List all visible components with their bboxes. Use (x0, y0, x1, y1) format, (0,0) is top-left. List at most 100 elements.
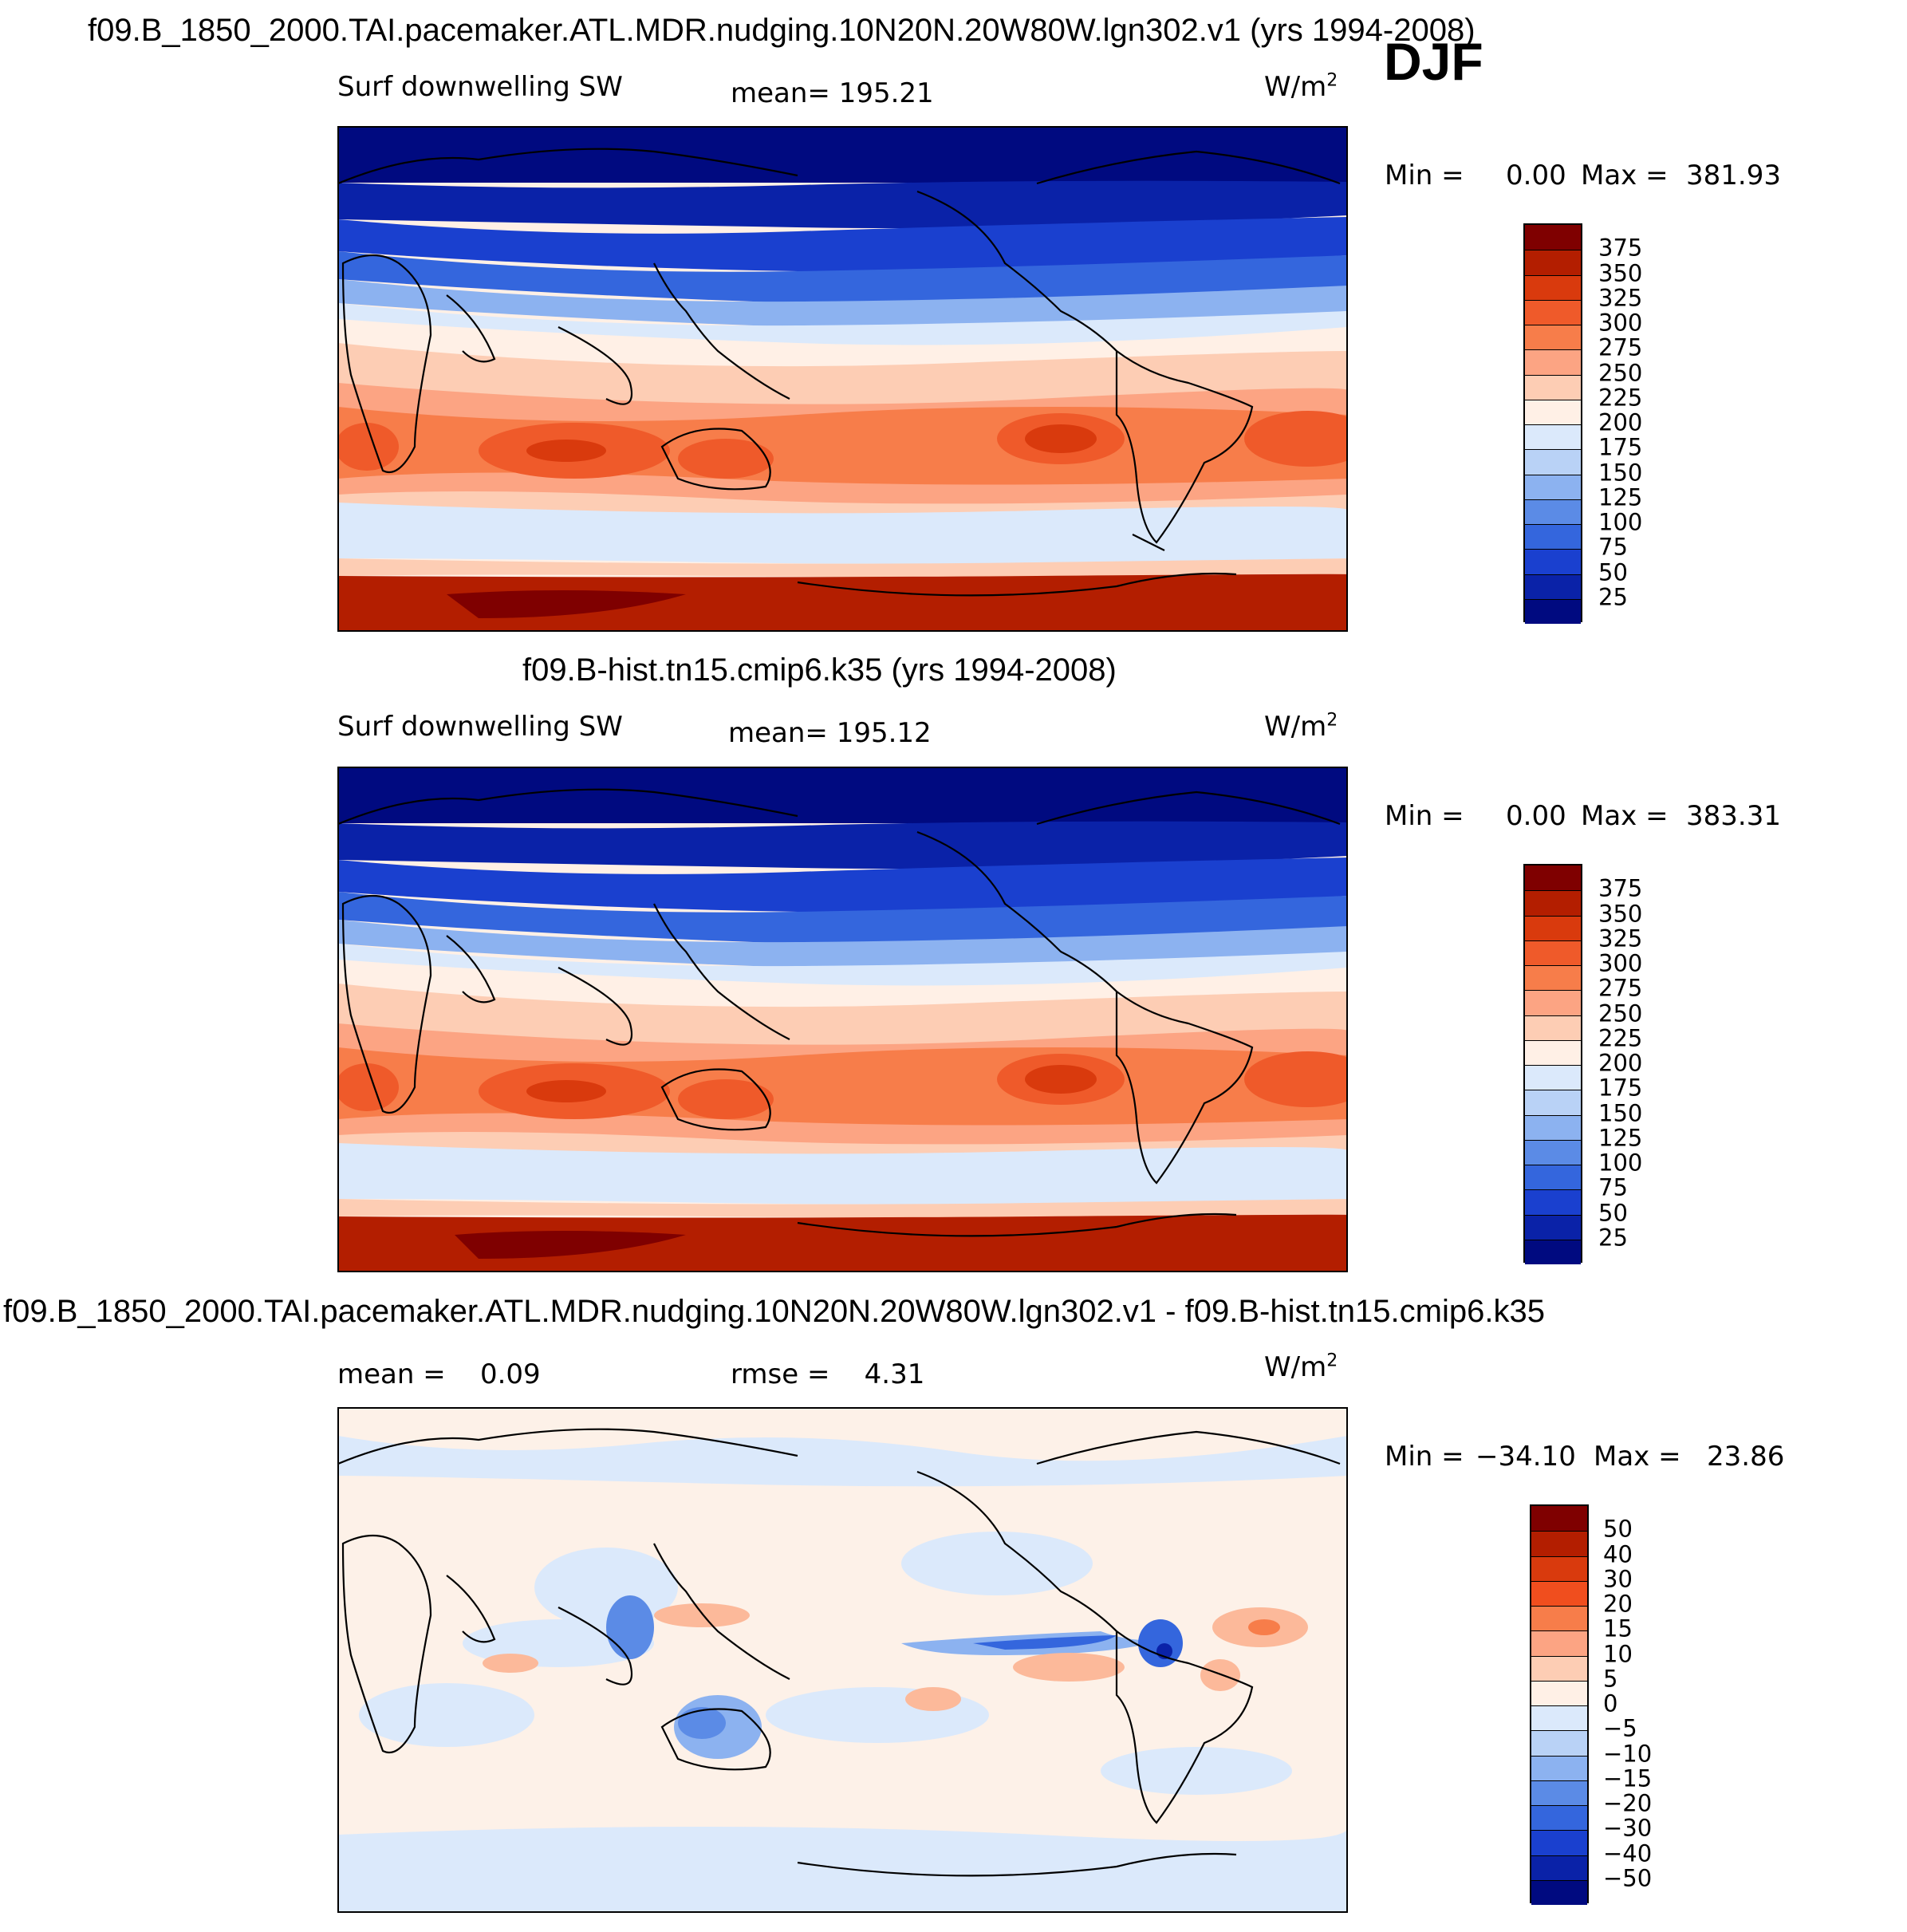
panel2-variable-label: Surf downwelling SW (337, 711, 623, 743)
panel2-max-label: Max = (1581, 800, 1669, 832)
colorbar-tick-label: 30 (1603, 1565, 1633, 1593)
panel1-variable-label: Surf downwelling SW (337, 71, 623, 103)
colorbar-segment (1531, 1705, 1587, 1731)
colorbar-tick-label: −40 (1603, 1839, 1653, 1867)
colorbar-segment (1525, 574, 1581, 599)
colorbar-segment (1531, 1606, 1587, 1631)
colorbar-segment (1525, 424, 1581, 450)
colorbar-tick-label: 5 (1603, 1665, 1618, 1693)
panel3-min-value: −34.10 (1476, 1441, 1576, 1473)
panel2-colorbar (1523, 864, 1582, 1264)
panel2-title: f09.B-hist.tn15.cmip6.k35 (yrs 1994-2008… (522, 653, 1117, 688)
colorbar-tick-label: 100 (1598, 508, 1643, 536)
panel2-min-label: Min = (1385, 800, 1464, 832)
colorbar-segment (1531, 1805, 1587, 1831)
panel1-units: W/m2 (1264, 72, 1338, 101)
colorbar-segment (1531, 1780, 1587, 1805)
colorbar-tick-label: 75 (1598, 533, 1628, 561)
colorbar-tick-label: 375 (1598, 874, 1643, 902)
colorbar-tick-label: −10 (1603, 1740, 1653, 1767)
colorbar-segment (1531, 1730, 1587, 1756)
colorbar-segment (1525, 250, 1581, 275)
colorbar-tick-label: 10 (1603, 1640, 1633, 1667)
colorbar-segment (1525, 399, 1581, 424)
colorbar-tick-label: 50 (1598, 558, 1628, 586)
colorbar-tick-label: 100 (1598, 1149, 1643, 1177)
colorbar-segment (1525, 349, 1581, 375)
colorbar-segment (1525, 1139, 1581, 1165)
colorbar-segment (1531, 1830, 1587, 1855)
colorbar-segment (1531, 1531, 1587, 1556)
colorbar-segment (1525, 499, 1581, 524)
panel3-mean-label: mean = 0.09 (337, 1358, 541, 1390)
colorbar-segment (1525, 449, 1581, 475)
colorbar-tick-label: 300 (1598, 949, 1643, 977)
panel1-max-value: 381.93 (1686, 160, 1781, 191)
panel2-units-exp: 2 (1326, 710, 1338, 731)
colorbar-segment (1525, 1015, 1581, 1040)
colorbar-segment (1525, 374, 1581, 400)
colorbar-tick-label: 250 (1598, 1000, 1643, 1027)
colorbar-segment (1525, 865, 1581, 891)
colorbar-segment (1525, 965, 1581, 991)
colorbar-segment (1525, 890, 1581, 916)
colorbar-tick-label: 150 (1598, 1099, 1643, 1126)
colorbar-tick-label: −5 (1603, 1714, 1637, 1742)
panel3-min-label: Min = (1385, 1441, 1464, 1473)
colorbar-segment (1531, 1506, 1587, 1532)
colorbar-tick-label: 25 (1598, 1224, 1628, 1252)
panel1-title: f09.B_1850_2000.TAI.pacemaker.ATL.MDR.nu… (88, 13, 1476, 48)
colorbar-tick-label: 40 (1603, 1540, 1633, 1567)
season-label: DJF (1384, 32, 1483, 91)
colorbar-tick-label: 325 (1598, 284, 1643, 312)
colorbar-tick-label: −20 (1603, 1789, 1653, 1817)
panel2-units-base: W/m (1264, 711, 1327, 743)
colorbar-segment (1531, 1755, 1587, 1780)
panel3-rmse-label: rmse = 4.31 (731, 1358, 925, 1390)
colorbar-segment (1525, 1189, 1581, 1215)
colorbar-segment (1525, 1214, 1581, 1240)
colorbar-tick-label: −15 (1603, 1764, 1653, 1792)
colorbar-tick-label: 350 (1598, 900, 1643, 927)
panel2-mean-label: mean= 195.12 (728, 717, 932, 749)
panel3-units-exp: 2 (1326, 1350, 1338, 1371)
colorbar-tick-label: 175 (1598, 433, 1643, 461)
colorbar-segment (1525, 1165, 1581, 1190)
colorbar-segment (1531, 1630, 1587, 1656)
panel3-units: W/m2 (1264, 1350, 1338, 1383)
colorbar-segment (1531, 1855, 1587, 1880)
panel3-max-label: Max = (1594, 1441, 1681, 1473)
colorbar-segment (1525, 1090, 1581, 1115)
colorbar-segment (1531, 1879, 1587, 1905)
panel1-max-label: Max = (1581, 160, 1669, 191)
colorbar-tick-label: 20 (1603, 1590, 1633, 1618)
colorbar-tick-label: 325 (1598, 925, 1643, 952)
colorbar-tick-label: 225 (1598, 384, 1643, 412)
colorbar-segment (1525, 1239, 1581, 1264)
colorbar-segment (1525, 524, 1581, 550)
panel1-colorbar (1523, 223, 1582, 624)
panel3-colorbar (1530, 1504, 1589, 1905)
colorbar-segment (1525, 299, 1581, 325)
colorbar-tick-label: 225 (1598, 1024, 1643, 1052)
panel3-units-base: W/m (1264, 1351, 1327, 1383)
colorbar-tick-label: 300 (1598, 309, 1643, 337)
colorbar-tick-label: −30 (1603, 1814, 1653, 1842)
panel2-units: W/m2 (1264, 710, 1338, 743)
colorbar-segment (1531, 1680, 1587, 1705)
colorbar-segment (1525, 549, 1581, 574)
colorbar-tick-label: 350 (1598, 259, 1643, 286)
colorbar-segment (1525, 1065, 1581, 1090)
colorbar-segment (1525, 325, 1581, 350)
colorbar-segment (1525, 940, 1581, 965)
colorbar-tick-label: 275 (1598, 974, 1643, 1002)
colorbar-tick-label: 150 (1598, 459, 1643, 486)
colorbar-tick-label: 75 (1598, 1173, 1628, 1201)
panel2-max-value: 383.31 (1686, 800, 1781, 832)
colorbar-tick-label: 25 (1598, 583, 1628, 611)
colorbar-tick-label: 0 (1603, 1690, 1618, 1717)
colorbar-segment (1525, 1114, 1581, 1140)
colorbar-segment (1531, 1555, 1587, 1581)
colorbar-segment (1525, 274, 1581, 300)
colorbar-segment (1525, 598, 1581, 624)
